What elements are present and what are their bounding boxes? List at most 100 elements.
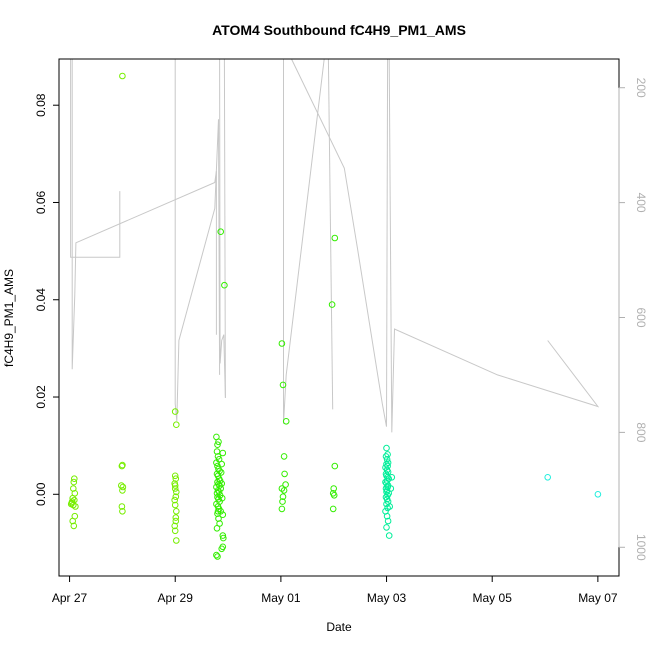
data-point	[173, 537, 180, 544]
data-point	[70, 522, 78, 530]
data-point	[384, 483, 391, 491]
data-point	[70, 478, 78, 486]
data-point	[544, 474, 552, 481]
data-point	[382, 453, 390, 460]
data-point	[119, 461, 126, 469]
data-point	[331, 234, 339, 242]
data-point	[171, 522, 178, 530]
data-point	[219, 449, 227, 457]
secondary-series	[70, 58, 600, 433]
secondary-line-segment	[283, 58, 325, 424]
data-point	[219, 532, 227, 539]
x-axis-label: Date	[326, 620, 352, 634]
data-point	[213, 551, 220, 559]
secondary-line-segment	[291, 58, 389, 427]
data-point	[281, 470, 288, 478]
y2-tick-label: 800	[634, 422, 648, 442]
data-point	[279, 498, 286, 505]
y2-axis: 200 400 600 800 1000	[618, 78, 648, 561]
data-point	[386, 503, 394, 510]
data-point	[171, 496, 178, 504]
data-point	[218, 460, 225, 468]
data-point	[383, 477, 391, 485]
data-point	[384, 517, 392, 525]
data-point	[383, 524, 390, 531]
data-point	[329, 505, 337, 513]
chart-title: ATOM4 Southbound fC4H9_PM1_AMS	[212, 22, 466, 38]
y2-tick-label: 1000	[634, 534, 648, 561]
data-point	[119, 483, 127, 491]
data-point	[219, 511, 227, 519]
data-point	[213, 483, 220, 491]
y2-tick-label: 600	[634, 307, 648, 327]
data-point	[118, 503, 126, 510]
data-point	[215, 515, 222, 522]
data-point	[171, 527, 179, 535]
data-point	[171, 482, 179, 489]
data-point	[171, 472, 179, 480]
data-point	[279, 493, 287, 501]
y-tick-label: 0.04	[34, 288, 48, 312]
data-point	[119, 72, 126, 80]
data-point	[331, 462, 339, 470]
x-tick-label: May 01	[261, 591, 301, 605]
data-point	[218, 494, 226, 502]
y2-tick-label: 200	[634, 78, 648, 98]
data-point	[172, 514, 180, 521]
data-point	[173, 421, 180, 429]
data-point	[221, 281, 228, 289]
data-point	[282, 418, 290, 425]
data-point	[328, 301, 336, 308]
secondary-line-segment	[219, 58, 226, 398]
x-tick-label: Apr 27	[52, 591, 88, 605]
data-point	[213, 448, 221, 455]
data-point	[214, 553, 221, 560]
data-point	[171, 408, 179, 415]
x-tick-label: May 07	[578, 591, 618, 605]
data-point	[219, 543, 227, 551]
data-point	[383, 444, 390, 452]
data-point	[71, 512, 79, 520]
secondary-line-segment	[174, 59, 221, 421]
data-point	[385, 532, 393, 539]
data-point	[594, 491, 602, 498]
y-tick-label: 0.00	[34, 482, 48, 506]
y-tick-label: 0.02	[34, 385, 48, 409]
data-point	[279, 381, 287, 389]
x-tick-label: May 05	[473, 591, 513, 605]
data-point	[330, 485, 338, 492]
y-tick-label: 0.08	[34, 93, 48, 117]
data-point	[71, 490, 79, 497]
data-point	[119, 508, 126, 515]
data-points	[67, 72, 602, 560]
data-point	[118, 482, 125, 489]
data-point	[278, 505, 286, 513]
data-point	[220, 534, 227, 542]
y-axis: 0.00 0.02 0.04 0.06 0.08	[34, 93, 60, 506]
data-point	[217, 469, 225, 476]
data-point	[383, 456, 391, 463]
data-point	[388, 474, 396, 481]
x-axis: Apr 27 Apr 29 May 01 May 03 May 05 May 07	[52, 575, 618, 605]
data-point	[387, 485, 395, 492]
data-point	[282, 481, 289, 488]
data-point	[218, 480, 225, 487]
data-point	[172, 517, 180, 525]
plot-frame	[58, 58, 620, 577]
data-point	[67, 500, 75, 508]
data-point	[330, 492, 338, 499]
data-point	[173, 488, 180, 496]
data-point	[173, 508, 180, 515]
data-point	[172, 493, 180, 501]
data-point	[383, 480, 390, 487]
data-point	[171, 485, 179, 492]
data-point	[280, 453, 288, 460]
data-point	[384, 451, 391, 458]
data-point	[278, 340, 286, 347]
data-point	[215, 438, 222, 446]
secondary-line-segment	[223, 58, 226, 398]
secondary-line-segment	[327, 58, 334, 410]
data-point	[384, 492, 391, 499]
data-point	[172, 475, 180, 483]
